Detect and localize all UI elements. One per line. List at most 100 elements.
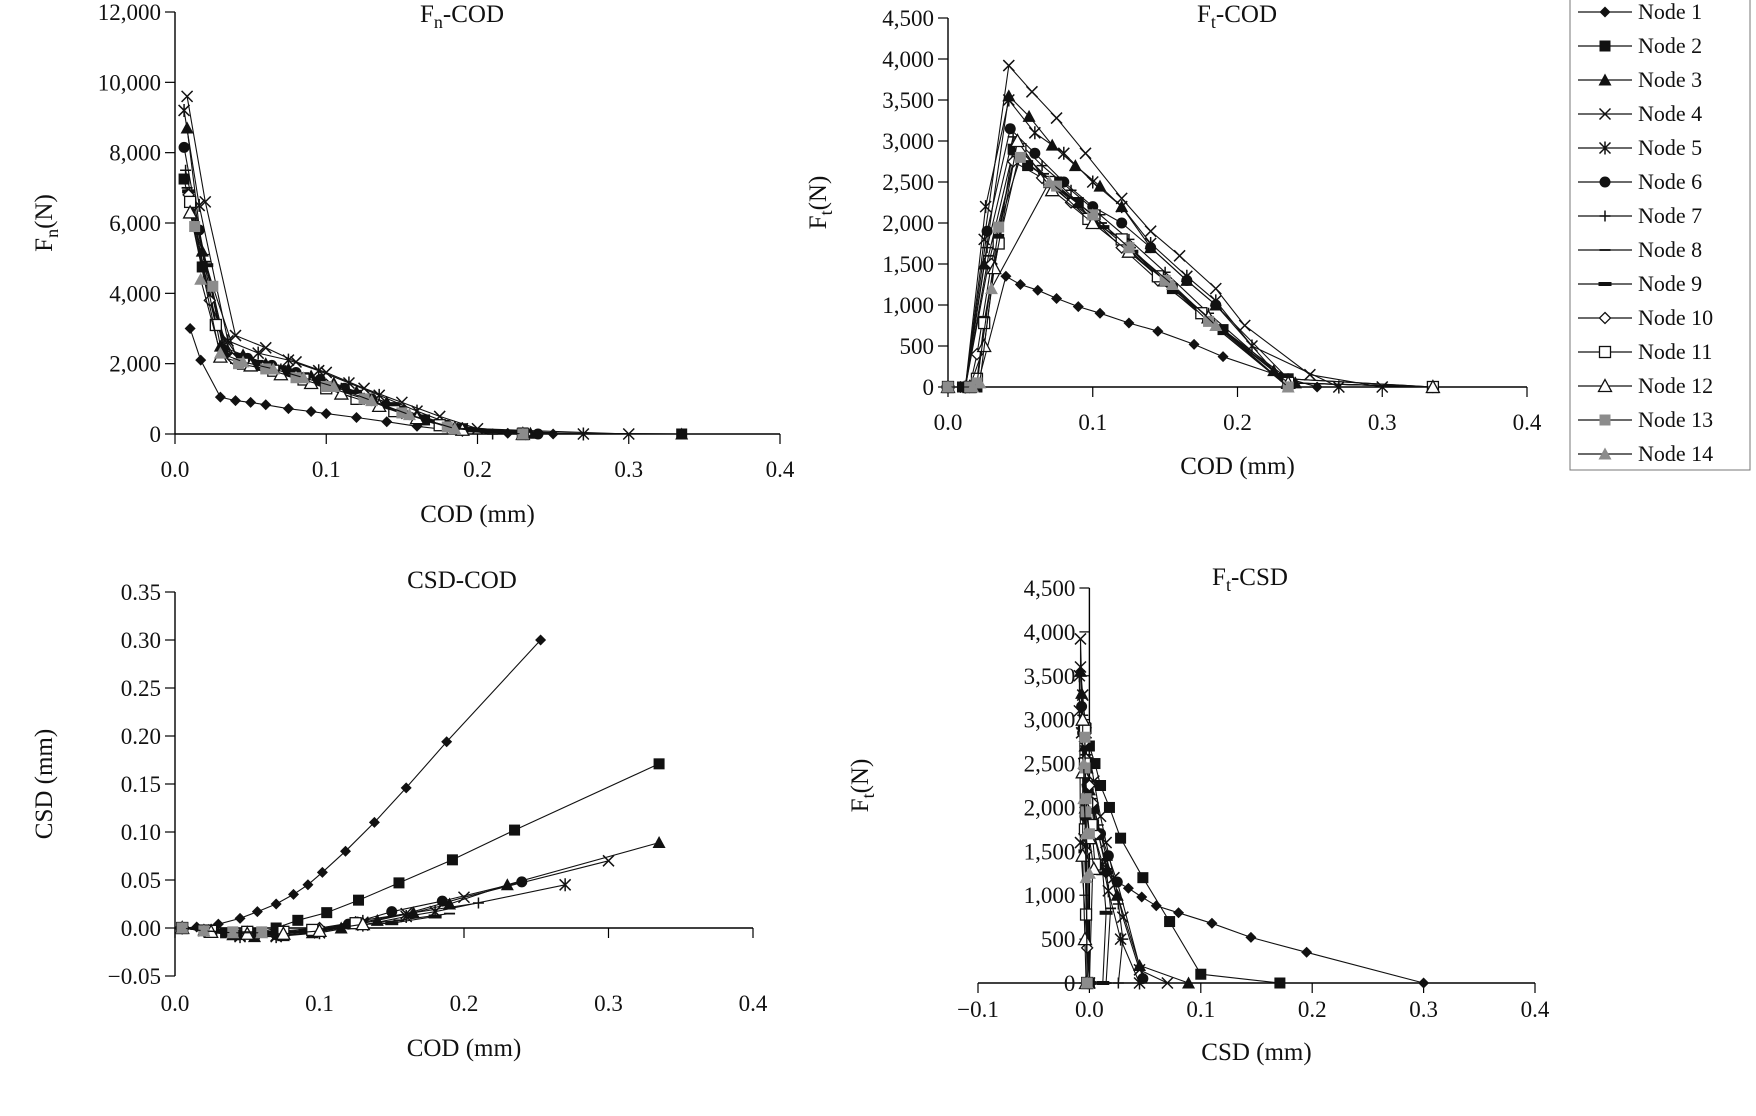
fn-cod-point-node-13 <box>233 358 245 370</box>
legend-entry: Node 11 <box>1578 339 1712 364</box>
csd-cod-point-node-1 <box>441 736 453 748</box>
csd-cod-y-tick-label: 0.30 <box>121 628 161 653</box>
legend-label: Node 9 <box>1638 271 1702 296</box>
ft-csd-point-node-9 <box>1099 910 1113 915</box>
fn-cod-point-node-14 <box>402 408 416 421</box>
fn-cod-y-axis-title-main: F <box>31 238 58 252</box>
fn-cod-series-node-3 <box>180 121 689 440</box>
csd-cod-point-node-9 <box>341 923 355 928</box>
fn-cod-point-node-7 <box>180 164 192 176</box>
fn-cod-point-node-3 <box>675 427 689 440</box>
csd-cod-x-tick-label: 0.0 <box>161 991 190 1016</box>
fn-cod-point-node-1 <box>195 354 207 366</box>
legend-entry: Node 9 <box>1578 271 1702 296</box>
ft-cod-point-node-4 <box>1002 59 1015 72</box>
csd-cod-point-node-2 <box>653 758 665 770</box>
fn-cod-title-main: F <box>420 1 434 28</box>
csd-cod-point-node-9 <box>428 914 442 919</box>
ft-cod-point-node-12 <box>1009 133 1026 148</box>
csd-cod-series-line-node-1 <box>182 639 542 929</box>
ft-cod-series-node-1 <box>942 270 1323 393</box>
fn-cod-point-node-14 <box>448 422 462 435</box>
fn-cod-point-node-1 <box>547 428 559 440</box>
ft-cod-y-axis-title: Ft(N) <box>805 176 836 230</box>
fn-cod-point-node-13 <box>290 372 302 384</box>
fn-cod-series-line-node-4 <box>186 96 629 435</box>
legend-label: Node 8 <box>1638 237 1702 262</box>
fn-cod-series-line-node-3 <box>186 128 682 435</box>
csd-cod-y-axis-title-main: CSD (mm) <box>31 729 58 839</box>
ft-csd-title-main: F <box>1212 564 1226 591</box>
fn-cod-y-tick-label: 2,000 <box>109 352 161 377</box>
ft-cod-point-node-5 <box>1028 126 1041 140</box>
ft-csd-point-node-2 <box>1103 801 1115 813</box>
ft-cod-point-node-6 <box>1004 123 1016 135</box>
ft-cod-series-node-2 <box>942 143 1439 393</box>
ft-cod-series-node-14 <box>941 175 1295 393</box>
ft-cod-point-node-3 <box>1022 109 1036 122</box>
ft-csd-y-tick-label: 4,500 <box>1024 576 1076 601</box>
fn-cod-point-node-14 <box>365 394 379 407</box>
ft-cod-x-axis-title: COD (mm) <box>1180 453 1295 480</box>
ft-cod-point-node-13 <box>1014 151 1026 163</box>
ft-csd-point-node-2 <box>1195 968 1207 980</box>
fn-cod-point-node-5 <box>252 346 265 360</box>
ft-csd-point-node-5 <box>1073 669 1086 683</box>
ft-cod-y-tick-label: 2,500 <box>882 170 934 195</box>
ft-cod-point-node-5 <box>1086 175 1099 189</box>
ft-cod-point-node-14 <box>973 376 987 389</box>
legend-entry: Node 8 <box>1578 237 1702 262</box>
fn-cod-point-node-1 <box>351 411 362 423</box>
csd-cod-x-axis-title: COD (mm) <box>407 1035 522 1062</box>
ft-cod-series-node-10 <box>941 155 1440 394</box>
ft-cod-y-tick-label: 3,000 <box>882 129 934 154</box>
csd-cod-y-tick-label: 0.25 <box>121 676 161 701</box>
ft-csd-series-node-14 <box>1077 757 1096 989</box>
ft-csd-point-node-12 <box>1075 711 1091 726</box>
ft-csd-x-tick-label: 0.4 <box>1521 997 1550 1022</box>
ft-cod-series-line-node-2 <box>948 147 1433 388</box>
ft-csd-y-tick-label: 4,000 <box>1024 620 1076 645</box>
fn-cod-point-node-1 <box>305 405 317 417</box>
csd-cod-point-node-1 <box>340 845 352 857</box>
csd-cod-point-node-3 <box>652 836 666 849</box>
ft-cod-point-node-6 <box>1210 299 1222 311</box>
csd-cod-point-node-2 <box>270 922 282 934</box>
csd-cod-point-node-1 <box>535 634 547 646</box>
csd-cod-y-tick-label: 0.10 <box>121 820 161 845</box>
fn-cod-point-node-1 <box>184 323 196 334</box>
fn-cod-point-node-13 <box>207 280 219 292</box>
csd-cod-series-line-node-14 <box>182 927 262 934</box>
ft-cod-series-node-11 <box>941 143 1440 394</box>
ft-csd-point-node-6 <box>1111 876 1123 888</box>
legend-marker-triangle-open <box>1597 378 1613 393</box>
ft-cod-point-node-4 <box>1144 225 1157 238</box>
ft-csd-x-tick-label: 0.1 <box>1186 997 1215 1022</box>
ft-csd-title-rest: -CSD <box>1231 564 1288 591</box>
ft-csd-series-line-node-14 <box>1083 763 1090 984</box>
legend-label: Node 14 <box>1638 441 1713 466</box>
fn-cod-point-node-5 <box>577 427 590 441</box>
csd-cod-point-node-1 <box>368 816 380 828</box>
ft-cod-point-node-7 <box>1065 184 1077 196</box>
ft-csd-point-node-6 <box>1137 973 1149 985</box>
ft-csd-point-node-2 <box>1089 758 1101 770</box>
csd-cod-y-tick-label: 0.35 <box>121 580 161 605</box>
fn-cod-point-node-1 <box>320 408 332 420</box>
csd-cod-point-node-4 <box>602 854 615 867</box>
csd-cod-x-axis-title-main: COD (mm) <box>407 1035 522 1062</box>
ft-csd-point-node-1 <box>1418 977 1430 989</box>
fn-cod-point-node-1 <box>282 403 294 415</box>
ft-cod-point-node-4 <box>1238 319 1251 332</box>
legend-label: Node 1 <box>1638 0 1702 24</box>
fn-cod-point-node-4 <box>622 427 635 441</box>
csd-cod-point-node-6 <box>436 895 448 907</box>
ft-cod-point-node-14 <box>1042 175 1056 188</box>
ft-cod-point-node-1 <box>1152 325 1164 337</box>
ft-cod-point-node-12 <box>1425 379 1441 394</box>
ft-cod-series-line-node-7 <box>948 135 1433 388</box>
fn-cod-x-tick-label: 0.2 <box>463 457 492 482</box>
legend-entry: Node 12 <box>1578 373 1713 398</box>
ft-cod-y-axis-title-rest: (N) <box>805 176 832 211</box>
fn-cod-point-node-9 <box>250 361 264 366</box>
